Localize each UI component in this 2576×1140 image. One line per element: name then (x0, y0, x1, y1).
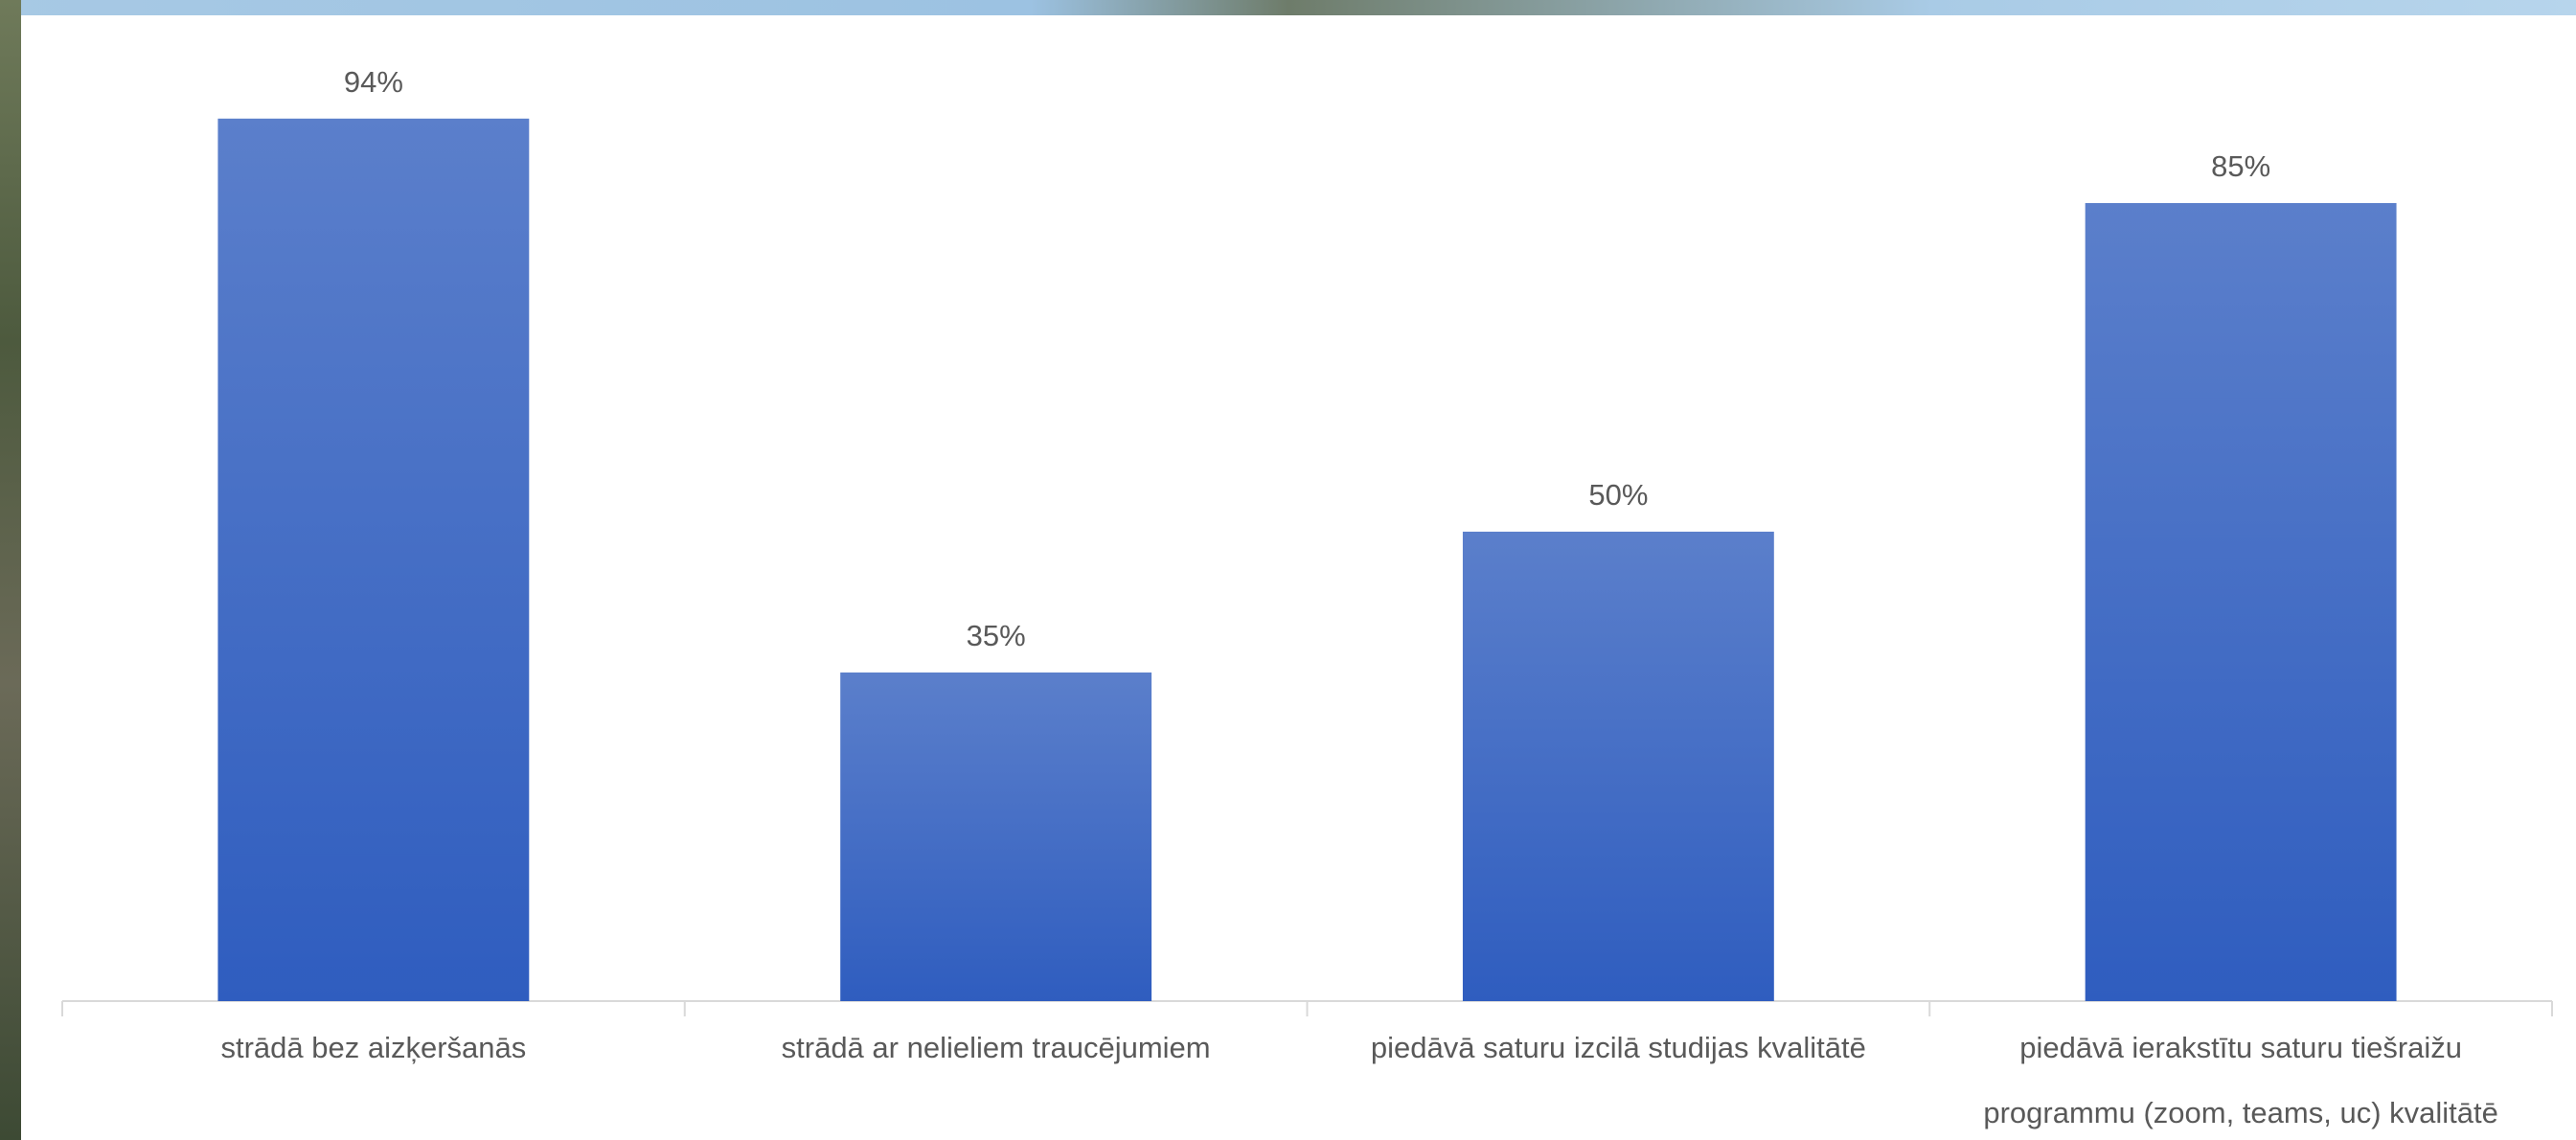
data-label: 35% (967, 619, 1026, 652)
x-tick-label: programmu (zoom, teams, uc) kvalitātē (1983, 1096, 2498, 1129)
data-label: 94% (344, 65, 403, 99)
bar (217, 118, 530, 1002)
x-tick-label: strādā bez aizķeršanās (220, 1031, 526, 1064)
bar (840, 673, 1152, 1001)
bar (1462, 532, 1774, 1001)
data-label: 85% (2211, 149, 2270, 183)
background-left (0, 0, 21, 1140)
x-tick-label: piedāvā saturu izcilā studijas kvalitātē (1371, 1031, 1866, 1064)
x-tick-label: piedāvā ierakstītu saturu tiešraižu (2019, 1031, 2462, 1064)
bar (2085, 203, 2397, 1001)
data-label: 50% (1588, 478, 1648, 512)
x-tick-label: strādā ar nelieliem traucējumiem (782, 1031, 1211, 1064)
